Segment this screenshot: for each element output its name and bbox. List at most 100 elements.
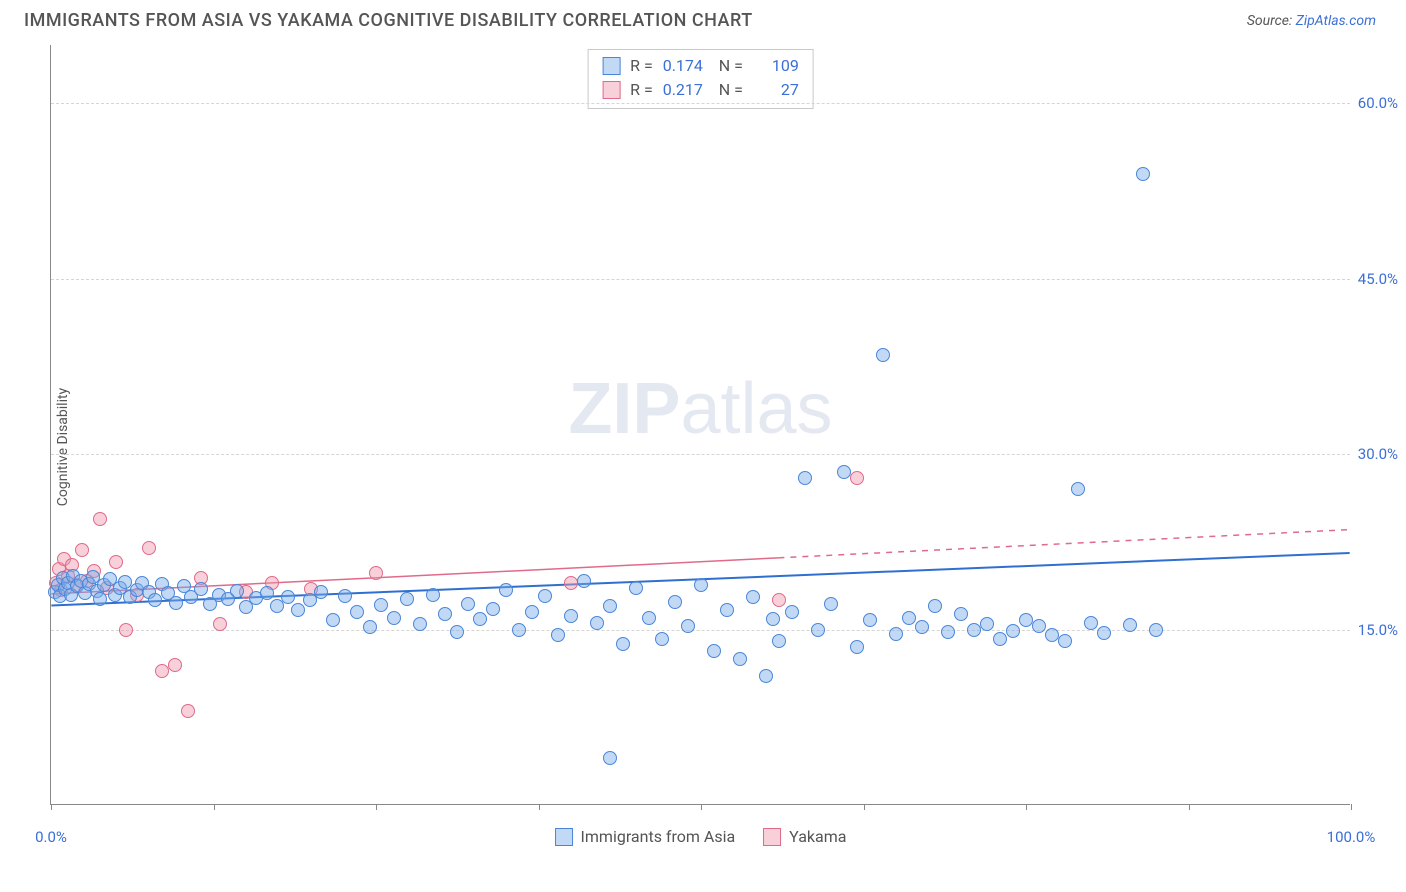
point-asia (837, 465, 851, 479)
ytick-label: 45.0% (1358, 270, 1398, 288)
ytick-label: 15.0% (1358, 621, 1398, 639)
point-asia (350, 605, 364, 619)
n-label-yakama: N = (719, 78, 743, 102)
point-asia (980, 617, 994, 631)
point-asia (1123, 618, 1137, 632)
point-asia (941, 625, 955, 639)
point-asia (473, 612, 487, 626)
point-yakama (93, 512, 107, 526)
point-asia (169, 596, 183, 610)
swatch-yakama (602, 81, 620, 99)
point-asia (629, 581, 643, 595)
point-asia (811, 623, 825, 637)
point-asia (707, 644, 721, 658)
point-asia (1045, 628, 1059, 642)
watermark: ZIPatlas (568, 368, 832, 450)
point-asia (798, 471, 812, 485)
ytick-label: 60.0% (1358, 94, 1398, 112)
point-asia (1019, 613, 1033, 627)
point-asia (824, 597, 838, 611)
r-value-asia: 0.174 (663, 54, 709, 78)
point-asia (551, 628, 565, 642)
chart-header: IMMIGRANTS FROM ASIA VS YAKAMA COGNITIVE… (0, 0, 1406, 37)
point-asia (772, 634, 786, 648)
point-asia (1149, 623, 1163, 637)
point-asia (1136, 167, 1150, 181)
r-value-yakama: 0.217 (663, 78, 709, 102)
point-asia (525, 605, 539, 619)
point-asia (954, 607, 968, 621)
point-yakama (155, 664, 169, 678)
point-asia (461, 597, 475, 611)
gridline-h (51, 279, 1350, 280)
point-asia (603, 599, 617, 613)
correlation-stats-box: R = 0.174 N = 109 R = 0.217 N = 27 (587, 49, 814, 109)
point-asia (850, 640, 864, 654)
legend-swatch-yakama (763, 828, 781, 846)
point-asia (603, 751, 617, 765)
point-asia (400, 592, 414, 606)
point-asia (230, 584, 244, 598)
point-yakama (142, 541, 156, 555)
point-asia (766, 612, 780, 626)
stats-row-yakama: R = 0.217 N = 27 (602, 78, 799, 102)
point-yakama (213, 617, 227, 631)
point-asia (668, 595, 682, 609)
point-asia (291, 603, 305, 617)
point-asia (928, 599, 942, 613)
r-label-yakama: R = (630, 78, 653, 102)
point-asia (426, 588, 440, 602)
point-yakama (119, 623, 133, 637)
point-asia (281, 590, 295, 604)
point-asia (1006, 624, 1020, 638)
xtick-label: 0.0% (35, 828, 67, 846)
source-prefix: Source: (1247, 13, 1296, 29)
point-asia (363, 620, 377, 634)
xtick (539, 804, 540, 810)
chart-area: Cognitive Disability ZIPatlas R = 0.174 … (0, 37, 1406, 857)
point-asia (194, 582, 208, 596)
point-asia (260, 586, 274, 600)
point-yakama (168, 658, 182, 672)
point-yakama (75, 543, 89, 557)
point-asia (967, 623, 981, 637)
point-asia (486, 602, 500, 616)
point-asia (915, 620, 929, 634)
legend-label-yakama: Yakama (789, 827, 846, 846)
point-asia (577, 574, 591, 588)
point-asia (1058, 634, 1072, 648)
r-label-asia: R = (630, 54, 653, 78)
xtick (864, 804, 865, 810)
point-asia (499, 583, 513, 597)
point-asia (148, 593, 162, 607)
source-attribution: Source: ZipAtlas.com (1247, 13, 1376, 29)
point-asia (314, 585, 328, 599)
xtick-label: 100.0% (1327, 828, 1376, 846)
point-asia (655, 632, 669, 646)
point-asia (785, 605, 799, 619)
point-asia (374, 598, 388, 612)
point-asia (681, 619, 695, 633)
xtick (51, 804, 52, 810)
xtick (376, 804, 377, 810)
point-asia (387, 611, 401, 625)
source-link[interactable]: ZipAtlas.com (1296, 13, 1376, 29)
point-yakama (181, 704, 195, 718)
xtick (701, 804, 702, 810)
point-asia (642, 611, 656, 625)
plot-region: ZIPatlas R = 0.174 N = 109 R = 0.217 N =… (50, 45, 1350, 805)
gridline-h (51, 103, 1350, 104)
point-asia (326, 613, 340, 627)
point-asia (889, 627, 903, 641)
point-asia (733, 652, 747, 666)
point-asia (876, 348, 890, 362)
point-asia (538, 589, 552, 603)
legend-item-asia: Immigrants from Asia (555, 827, 736, 846)
point-asia (1097, 626, 1111, 640)
point-asia (694, 578, 708, 592)
point-asia (450, 625, 464, 639)
point-asia (590, 616, 604, 630)
point-yakama (564, 576, 578, 590)
xtick (1351, 804, 1352, 810)
point-asia (1032, 619, 1046, 633)
